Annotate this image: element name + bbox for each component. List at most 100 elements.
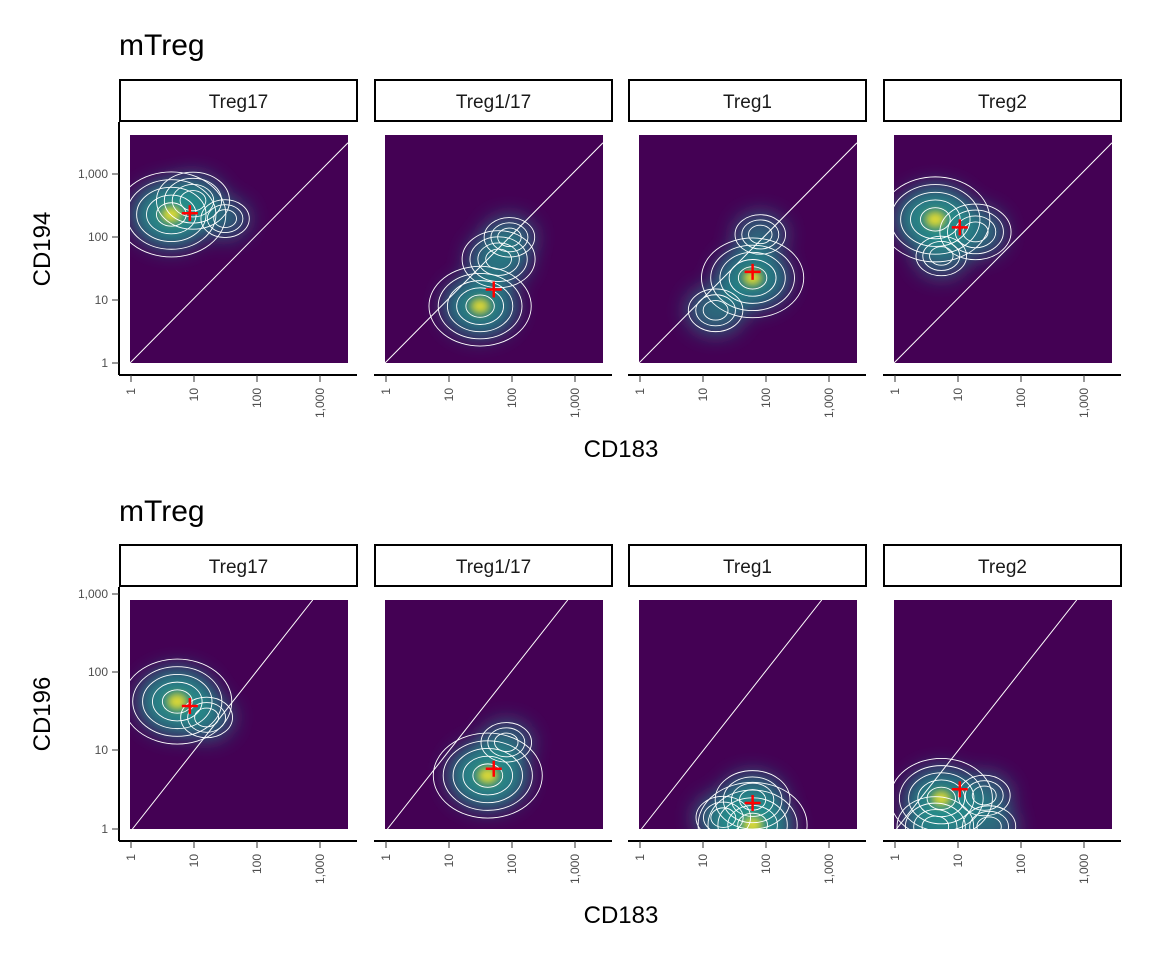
- x-tick-label: 10: [951, 854, 965, 868]
- contour-line: [962, 805, 1017, 829]
- contour-line: [213, 209, 237, 229]
- x-tick-label: 100: [250, 388, 264, 408]
- x-tick-label: 1,000: [313, 388, 327, 418]
- contour-line: [894, 176, 991, 263]
- x-tick-label: 10: [951, 388, 965, 402]
- contour-line: [971, 785, 997, 806]
- x-tick-label: 1: [124, 854, 138, 861]
- density-panel: [130, 600, 348, 829]
- contour-line: [900, 191, 971, 247]
- contour-line: [152, 681, 203, 722]
- density-peak-core: [470, 298, 490, 314]
- density-panel: [130, 135, 348, 363]
- strip-label: Treg1/17: [456, 92, 531, 113]
- contour-line: [896, 796, 975, 829]
- strip-label: Treg17: [209, 557, 269, 578]
- density-core: [925, 211, 946, 228]
- x-tick-label: 10: [442, 388, 456, 402]
- y-tick-label: 1: [101, 822, 108, 836]
- chart-title: mTreg: [119, 495, 205, 528]
- contour-line: [898, 765, 984, 829]
- contour-lines: [130, 658, 233, 745]
- strip-box: [119, 544, 358, 587]
- contour-line: [919, 207, 951, 232]
- density-panel: [385, 600, 603, 829]
- contour-line: [687, 288, 744, 333]
- facet-treg2: Treg2 1 10 100 1,000: [883, 79, 1122, 418]
- contour-line: [494, 732, 519, 753]
- contour-line: [200, 199, 250, 238]
- contour-line: [714, 770, 791, 829]
- facet-treg17: Treg17 1 10 100 1,000 1 10 100 1,000: [78, 79, 358, 418]
- x-tick-label: 100: [759, 388, 773, 408]
- contour-line: [741, 219, 780, 250]
- contour-line: [964, 780, 1004, 811]
- reference-line: [387, 600, 569, 829]
- contour-line: [480, 722, 532, 763]
- contour-line: [452, 748, 523, 804]
- x-tick-label: 1: [888, 388, 902, 395]
- x-tick-label: 1,000: [822, 388, 836, 418]
- x-tick-label: 1,000: [822, 854, 836, 884]
- contour-line: [904, 802, 966, 829]
- contour-line: [130, 171, 227, 258]
- x-tick-label: 1: [633, 388, 647, 395]
- contour-line: [957, 774, 1011, 817]
- x-tick-label: 1,000: [568, 388, 582, 418]
- strip-label: Treg1: [723, 557, 772, 578]
- x-ticks: 1 10 100 1,000: [633, 375, 836, 418]
- density-blobs: [130, 171, 250, 258]
- contour-line: [446, 280, 514, 333]
- x-tick-label: 10: [187, 854, 201, 868]
- contour-line: [976, 816, 1002, 829]
- contour-line: [702, 300, 729, 321]
- contour-line: [456, 287, 505, 325]
- contour-line: [910, 199, 961, 240]
- contour-line: [206, 204, 244, 233]
- contour-line: [922, 241, 961, 271]
- contour-line: [136, 186, 207, 243]
- contour-line: [947, 209, 1004, 255]
- contour-line: [697, 781, 808, 829]
- x-tick-label: 1: [124, 388, 138, 395]
- x-tick-label: 1: [633, 854, 647, 861]
- x-tick-label: 1,000: [1077, 388, 1091, 418]
- contour-lines: [894, 176, 1012, 277]
- contour-lines: [894, 758, 1017, 829]
- strip-box: [628, 79, 867, 122]
- x-tick-label: 10: [696, 388, 710, 402]
- reference-line: [385, 142, 603, 363]
- contour-line: [194, 707, 220, 728]
- contour-line: [695, 795, 751, 829]
- contour-line: [921, 815, 950, 829]
- density-panel: [894, 600, 1112, 829]
- contour-line: [487, 727, 526, 758]
- y-tick-label: 10: [95, 293, 109, 307]
- contour-line: [722, 776, 783, 824]
- contour-line: [437, 273, 523, 340]
- density-core: [470, 298, 490, 314]
- y-tick-label: 1,000: [78, 167, 108, 181]
- x-ticks: 1 10 100 1,000: [124, 375, 327, 418]
- chart-title: mTreg: [119, 29, 205, 62]
- strip-box: [119, 79, 358, 122]
- x-ticks: 1 10 100 1,000: [888, 375, 1091, 418]
- density-panel: [385, 135, 603, 363]
- contour-line: [707, 789, 798, 829]
- density-panel: [639, 600, 857, 829]
- x-tick-label: 100: [250, 854, 264, 874]
- strip-label: Treg17: [209, 92, 269, 113]
- contour-line: [894, 184, 981, 255]
- contour-line: [156, 171, 230, 230]
- contour-line: [180, 696, 233, 739]
- reference-line: [896, 600, 1078, 829]
- density-peak-core: [742, 816, 763, 829]
- x-ticks: 1 10 100 1,000: [379, 375, 582, 418]
- contour-line: [728, 259, 777, 297]
- density-blobs: [432, 720, 543, 819]
- contour-line: [179, 190, 207, 212]
- strip-label: Treg1: [723, 92, 772, 113]
- y-tick-label: 1,000: [78, 587, 108, 601]
- contour-lines: [695, 770, 808, 829]
- x-axis-label: CD183: [584, 902, 659, 929]
